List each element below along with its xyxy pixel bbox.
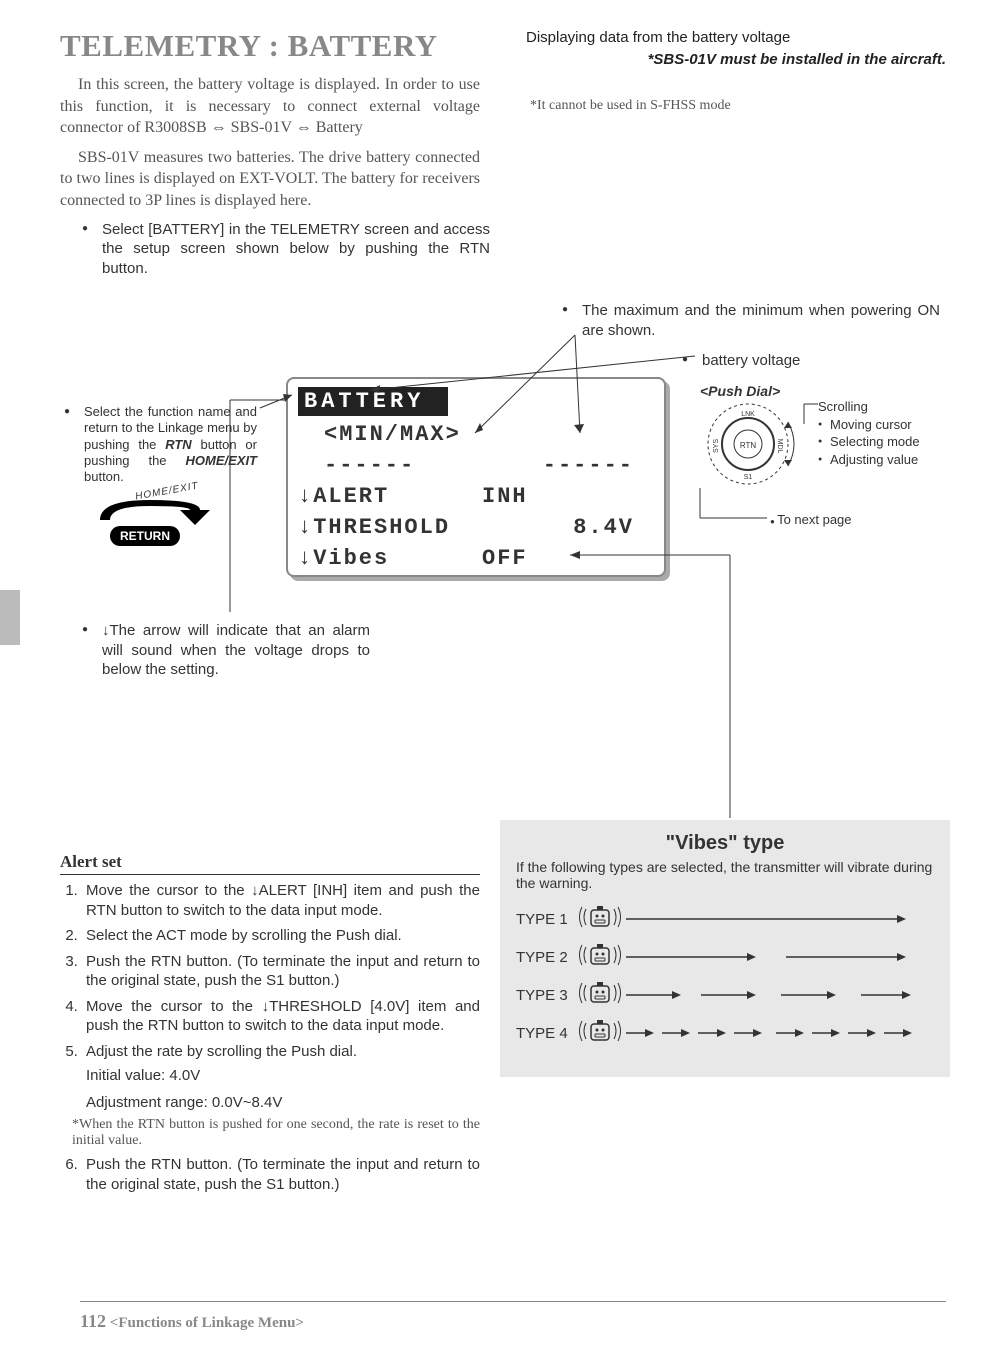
- footer-rule: [80, 1301, 946, 1302]
- to-next-page: To next page: [770, 512, 852, 527]
- vibes-title: "Vibes" type: [516, 832, 934, 855]
- lcd-dashes1: ------: [298, 453, 478, 478]
- fhss-note: *It cannot be used in S-FHSS mode: [530, 98, 731, 114]
- vibration-icon: [575, 904, 625, 930]
- dial-adjusting: Adjusting value: [818, 451, 920, 469]
- top-right-note: Displaying data from the battery voltage…: [526, 28, 946, 71]
- vibe-row-1: TYPE 1: [516, 905, 934, 933]
- vibe-pattern-3: [626, 985, 926, 1005]
- return-small-note: Select the function name and return to t…: [62, 404, 257, 485]
- alert-reset-note: *When the RTN button is pushed for one s…: [72, 1117, 480, 1149]
- lcd-title: BATTERY: [298, 387, 448, 416]
- top-note-line2: *SBS-01V must be installed in the aircra…: [526, 50, 946, 70]
- page-edge-tab: [0, 590, 20, 645]
- alert-step-3: Push the RTN button. (To terminate the i…: [82, 952, 480, 991]
- push-dial-icon: RTN LNK S1 MDL SYS: [700, 394, 810, 504]
- callout-maxmin: The maximum and the minimum when powerin…: [560, 301, 940, 340]
- vibe-type-label: TYPE 1: [516, 911, 574, 928]
- lcd-minmax: <MIN/MAX>: [298, 422, 478, 447]
- return-label: RETURN: [110, 526, 180, 546]
- svg-text:SYS: SYS: [713, 439, 720, 453]
- alert-initial: Initial value: 4.0V: [86, 1067, 480, 1084]
- svg-text:LNK: LNK: [741, 411, 755, 418]
- alert-step-2: Select the ACT mode by scrolling the Pus…: [82, 926, 480, 946]
- alert-step-4: Move the cursor to the ↓THRESHOLD [4.0V]…: [82, 997, 480, 1036]
- top-note-line1: Displaying data from the battery voltage: [526, 28, 946, 48]
- footer-section: <Functions of Linkage Menu>: [110, 1315, 304, 1331]
- page-number: 112: [80, 1311, 106, 1331]
- alert-step-6: Push the RTN button. (To terminate the i…: [82, 1155, 480, 1194]
- vibe-pattern-4: [626, 1023, 926, 1043]
- select-battery-note: Select [BATTERY] in the TELEMETRY screen…: [80, 220, 490, 279]
- vibe-row-4: TYPE 4: [516, 1019, 934, 1047]
- return-button-graphic: HOME/EXIT RETURN: [80, 490, 220, 538]
- intro-p1: In this screen, the battery voltage is d…: [60, 74, 480, 139]
- vibe-pattern-1: [626, 909, 926, 929]
- vibes-subtitle: If the following types are selected, the…: [516, 859, 934, 891]
- vibe-pattern-2: [626, 947, 926, 967]
- lcd-dashes2: ------: [478, 453, 654, 478]
- arrow-alarm-note: ↓The arrow will indicate that an alarm w…: [80, 621, 370, 680]
- svg-text:RTN: RTN: [740, 441, 757, 450]
- vibration-icon: [575, 942, 625, 968]
- lcd-thresh-val: 8.4V: [478, 515, 654, 540]
- dial-notes: Scrolling Moving cursor Selecting mode A…: [818, 398, 920, 468]
- vibes-box: "Vibes" type If the following types are …: [500, 820, 950, 1077]
- vibration-icon: [575, 1018, 625, 1044]
- dial-scrolling: Scrolling: [818, 398, 920, 416]
- alert-steps: Move the cursor to the ↓ALERT [INH] item…: [60, 881, 480, 1194]
- callout-battery-voltage: battery voltage: [680, 351, 880, 371]
- lcd-screen: BATTERY <MIN/MAX> ------------ ↓ALERTINH…: [286, 377, 666, 577]
- vibe-type-label: TYPE 3: [516, 987, 574, 1004]
- alert-step-5: Adjust the rate by scrolling the Push di…: [82, 1042, 480, 1062]
- vibe-type-label: TYPE 4: [516, 1025, 574, 1042]
- svg-text:S1: S1: [744, 474, 753, 481]
- svg-text:MDL: MDL: [776, 439, 783, 454]
- lcd-alert-val: INH: [478, 484, 654, 509]
- lcd-vibes-val: OFF: [478, 546, 654, 571]
- vibration-icon: [575, 980, 625, 1006]
- vibe-type-label: TYPE 2: [516, 949, 574, 966]
- lcd-vibes-label: ↓Vibes: [298, 546, 478, 571]
- dial-moving: Moving cursor: [818, 416, 920, 434]
- intro-block: In this screen, the battery voltage is d…: [60, 74, 480, 212]
- lcd-thresh-label: ↓THRESHOLD: [298, 515, 478, 540]
- page-footer: 112 <Functions of Linkage Menu>: [80, 1311, 304, 1332]
- lcd-alert-label: ↓ALERT: [298, 484, 478, 509]
- alert-step-1: Move the cursor to the ↓ALERT [INH] item…: [82, 881, 480, 920]
- alert-range: Adjustment range: 0.0V~8.4V: [86, 1094, 480, 1111]
- vibe-row-3: TYPE 3: [516, 981, 934, 1009]
- dial-selecting: Selecting mode: [818, 433, 920, 451]
- vibe-row-2: TYPE 2: [516, 943, 934, 971]
- intro-p2: SBS-01V measures two batteries. The driv…: [60, 147, 480, 212]
- alert-set-title: Alert set: [60, 852, 480, 875]
